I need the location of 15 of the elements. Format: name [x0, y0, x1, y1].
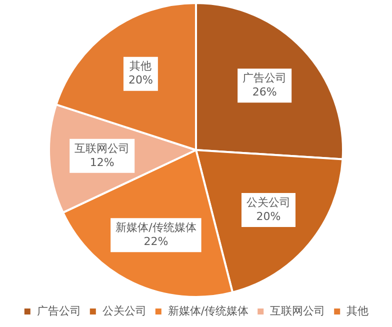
slice-label: 新媒体/传统媒体	[116, 220, 196, 234]
legend-label: 广告公司	[36, 304, 81, 318]
legend-label: 公关公司	[102, 304, 146, 318]
slice-label: 公关公司	[246, 196, 290, 209]
legend-label: 互联网公司	[270, 304, 326, 318]
legend-label: 其他	[346, 304, 369, 318]
slice-label: 其他	[130, 60, 152, 73]
data-label: 20%	[128, 74, 153, 87]
slice-label: 互联网公司	[74, 142, 130, 155]
legend-label: 新媒体/传统媒体	[168, 304, 249, 318]
data-label: 20%	[256, 210, 281, 223]
data-label: 12%	[90, 156, 114, 169]
slice-label: 广告公司	[242, 71, 287, 84]
data-label: 26%	[252, 85, 277, 98]
data-label: 22%	[144, 234, 168, 248]
